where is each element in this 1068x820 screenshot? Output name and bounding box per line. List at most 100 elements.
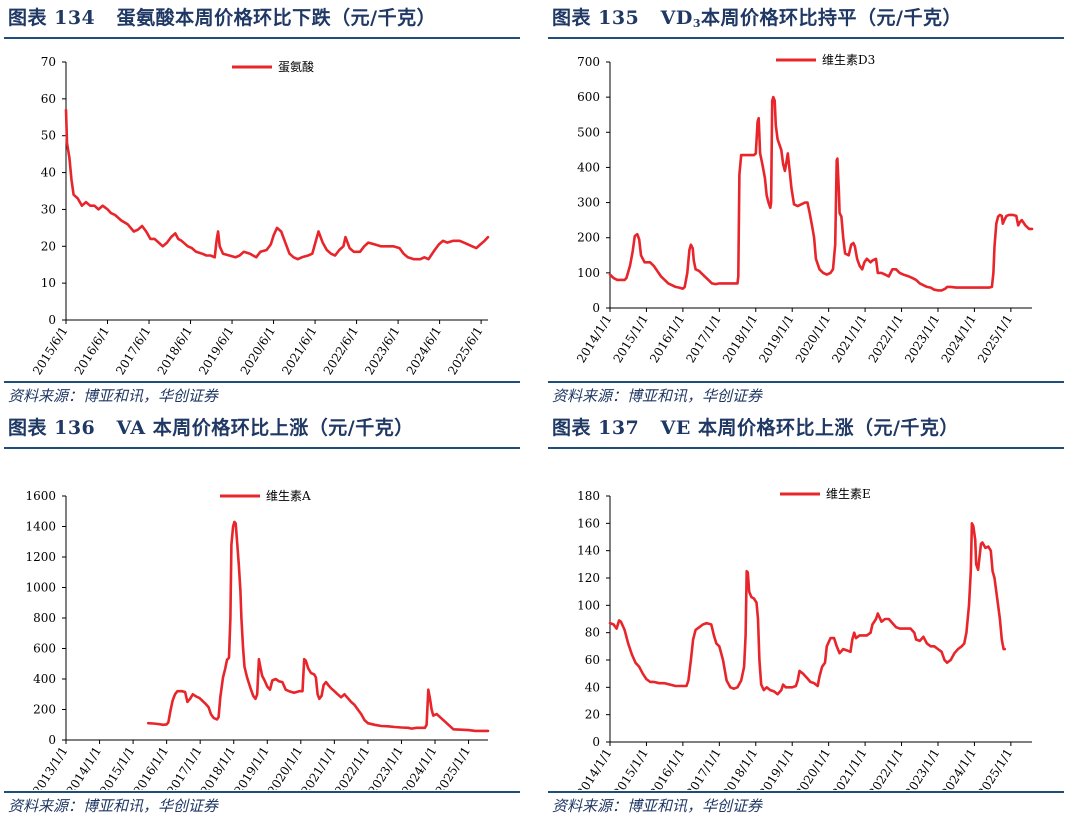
x-tick-label: 2021/1/1 (829, 746, 869, 790)
x-tick-label: 2025/1/1 (975, 312, 1015, 365)
x-tick-label: 2022/1/1 (866, 312, 906, 365)
x-tick-label: 2019/6/1 (196, 324, 236, 377)
y-tick-label: 500 (577, 125, 600, 139)
x-tick-label: 2018/1/1 (198, 744, 238, 790)
chart-title: 图表 135 VD3本周价格环比持平（元/千克） (552, 3, 962, 30)
x-tick-label: 2022/1/1 (866, 746, 906, 790)
x-tick-label: 2014/1/1 (64, 744, 104, 790)
x-tick-label: 2020/6/1 (238, 324, 278, 377)
y-tick-label: 400 (33, 672, 56, 686)
x-tick-label: 2022/6/1 (321, 324, 361, 377)
y-tick-label: 70 (41, 55, 56, 69)
y-tick-label: 600 (577, 90, 600, 104)
y-tick-label: 20 (41, 239, 56, 253)
legend-label: 维生素A (266, 489, 311, 503)
x-tick-label: 2021/1/1 (298, 744, 338, 790)
x-tick-label: 2025/6/1 (445, 324, 485, 377)
y-tick-label: 0 (48, 313, 56, 327)
x-tick-label: 2016/6/1 (72, 324, 112, 377)
x-tick-label: 2025/1/1 (433, 744, 473, 790)
figure-label: 图表 134 (8, 7, 96, 29)
y-tick-label: 1200 (25, 550, 56, 564)
y-tick-label: 40 (41, 166, 56, 180)
line-chart-vitamin-d3: 01002003004005006007002014/1/12015/1/120… (574, 53, 1034, 365)
y-tick-label: 180 (577, 489, 600, 503)
y-tick-label: 60 (585, 653, 600, 667)
y-tick-label: 80 (585, 626, 600, 640)
y-tick-label: 600 (33, 642, 56, 656)
y-tick-label: 20 (585, 708, 600, 722)
x-tick-label: 2023/6/1 (362, 324, 402, 377)
y-tick-label: 0 (592, 735, 600, 749)
source-note: 资料来源：博亚和讯，华创证券 (8, 797, 219, 815)
x-tick-label: 2022/1/1 (332, 744, 372, 790)
legend-label: 维生素D3 (822, 53, 875, 67)
y-tick-label: 1000 (25, 581, 56, 595)
y-tick-label: 60 (41, 92, 56, 106)
x-tick-label: 2024/1/1 (399, 744, 439, 790)
y-tick-label: 1600 (25, 489, 56, 503)
x-tick-label: 2018/1/1 (720, 746, 760, 790)
y-tick-label: 10 (41, 276, 56, 290)
x-tick-label: 2024/1/1 (939, 746, 979, 790)
title-subscript: 3 (692, 17, 702, 30)
x-tick-label: 2019/1/1 (756, 312, 796, 365)
y-tick-label: 140 (577, 544, 600, 558)
x-tick-label: 2019/1/1 (231, 744, 271, 790)
x-tick-label: 2016/1/1 (647, 312, 687, 365)
x-tick-label: 2015/1/1 (97, 744, 137, 790)
x-tick-label: 2017/6/1 (113, 324, 153, 377)
x-tick-label: 2021/6/1 (279, 324, 319, 377)
source-note: 资料来源：博亚和讯，华创证券 (8, 387, 219, 405)
chart-panel-135: 图表 135 VD3本周价格环比持平（元/千克） 0 100 200 300 400 50… (544, 0, 1064, 410)
chart-panel-136: 图表 136 VA 本周价格环比上涨（元/千克） 0 200 400 600 800 10… (0, 410, 520, 820)
top-divider (548, 447, 1064, 449)
chart-title: 图表 134 蛋氨酸本周价格环比下跌（元/千克） (8, 3, 436, 30)
title-rest: 本周价格环比持平（元/千克） (701, 7, 962, 29)
chart-title: 图表 136 VA 本周价格环比上涨（元/千克） (8, 413, 414, 440)
title-text: 蛋氨酸本周价格环比下跌（元/千克） (116, 7, 437, 29)
x-tick-label: 2019/1/1 (756, 746, 796, 790)
x-tick-label: 2015/1/1 (611, 312, 651, 365)
series-line (608, 522, 1006, 696)
legend-label: 蛋氨酸 (278, 59, 314, 74)
x-tick-label: 2023/1/1 (902, 312, 942, 365)
y-tick-label: 700 (577, 55, 600, 69)
x-tick-label: 2014/1/1 (574, 746, 614, 790)
y-tick-label: 400 (577, 160, 600, 174)
x-tick-label: 2018/1/1 (720, 312, 760, 365)
x-tick-label: 2015/6/1 (30, 324, 70, 377)
y-tick-label: 100 (577, 266, 600, 280)
y-tick-label: 1400 (25, 520, 56, 534)
figure-label: 图表 137 (552, 417, 640, 439)
title-text: VA 本周价格环比上涨（元/千克） (116, 417, 414, 439)
x-tick-label: 2017/1/1 (683, 746, 723, 790)
chart-title: 图表 137 VE 本周价格环比上涨（元/千克） (552, 413, 959, 440)
top-divider (4, 447, 520, 449)
series-line (146, 520, 490, 733)
y-tick-label: 40 (585, 680, 600, 694)
x-tick-label: 2020/1/1 (265, 744, 305, 790)
x-tick-label: 2015/1/1 (611, 746, 651, 790)
y-tick-label: 200 (577, 231, 600, 245)
x-tick-label: 2017/1/1 (683, 312, 723, 365)
bottom-divider (548, 381, 1064, 383)
figure-label: 图表 136 (8, 417, 96, 439)
source-note: 资料来源：博亚和讯，华创证券 (552, 797, 763, 815)
y-tick-label: 160 (577, 516, 600, 530)
x-tick-label: 2020/1/1 (793, 312, 833, 365)
x-tick-label: 2023/1/1 (366, 744, 406, 790)
y-tick-label: 120 (577, 571, 600, 585)
top-divider (4, 37, 520, 39)
title-text: VD (660, 7, 693, 29)
x-tick-label: 2018/6/1 (155, 324, 195, 377)
x-tick-label: 2017/1/1 (164, 744, 204, 790)
bottom-divider (548, 791, 1064, 793)
y-tick-label: 800 (33, 611, 56, 625)
series-line (608, 95, 1034, 292)
top-divider (548, 37, 1064, 39)
chart-panel-137: 图表 137 VE 本周价格环比上涨（元/千克） 0 20 40 60 80 100 120… (544, 410, 1064, 820)
x-tick-label: 2016/1/1 (647, 746, 687, 790)
line-chart-vitamin-e: 0 20 40 60 80 100 120 140 160 180 2014/1/12015/1/1… (574, 487, 1032, 790)
